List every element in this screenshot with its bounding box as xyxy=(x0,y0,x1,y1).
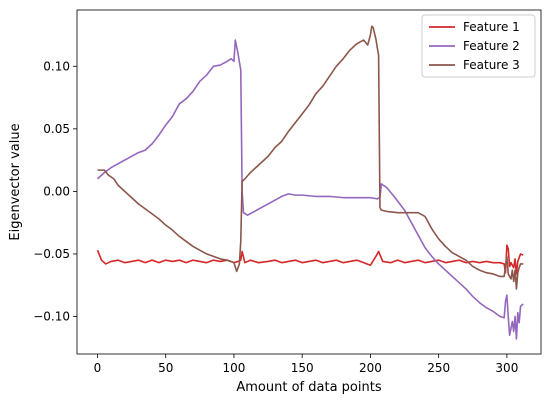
y-axis-ticks: −0.10 −0.05 0.00 0.05 0.10 xyxy=(33,59,77,323)
y-tick-label: 0.05 xyxy=(43,122,70,136)
legend-label: Feature 3 xyxy=(463,58,520,72)
legend-label: Feature 1 xyxy=(463,20,520,34)
y-tick-label: −0.10 xyxy=(33,309,70,323)
x-axis-ticks: 0 50 100 150 200 250 300 xyxy=(94,354,518,375)
series-line-2 xyxy=(96,39,524,340)
x-axis-label: Amount of data points xyxy=(236,380,381,395)
legend-label: Feature 2 xyxy=(463,39,520,53)
x-tick-label: 150 xyxy=(291,361,314,375)
y-tick-label: −0.05 xyxy=(33,247,70,261)
series-line-1 xyxy=(96,244,524,275)
x-tick-label: 200 xyxy=(359,361,382,375)
series-line-3 xyxy=(97,25,524,290)
y-axis-label: Eigenvector value xyxy=(8,123,23,240)
x-tick-label: 0 xyxy=(94,361,102,375)
series-layer xyxy=(96,25,524,340)
x-tick-label: 50 xyxy=(158,361,173,375)
y-tick-label: 0.00 xyxy=(43,184,70,198)
legend-box xyxy=(421,14,536,78)
x-tick-label: 100 xyxy=(222,361,245,375)
legend: Feature 1 Feature 2 Feature 3 xyxy=(421,14,536,78)
plot-frame xyxy=(76,9,542,355)
y-tick-label: 0.10 xyxy=(43,59,70,73)
x-tick-label: 250 xyxy=(427,361,450,375)
x-tick-label: 300 xyxy=(495,361,518,375)
